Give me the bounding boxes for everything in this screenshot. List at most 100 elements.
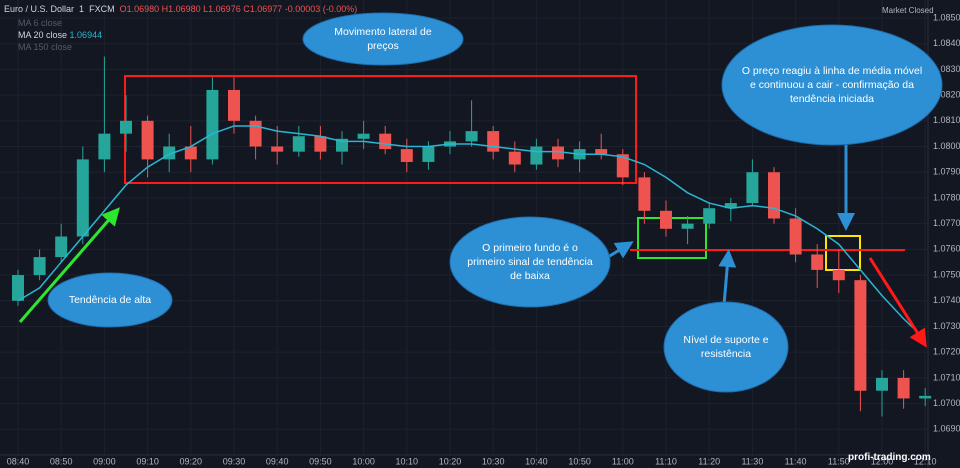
y-tick-label: 1.08400 [933,38,960,48]
candle-body [552,146,564,160]
ohlc: O1.06980 H1.06980 L1.06976 C1.06977 -0.0… [119,4,358,14]
y-tick-label: 1.07700 [933,218,960,228]
arrow [868,257,927,348]
x-tick-label: 09:20 [180,456,203,466]
x-tick-label: 09:00 [93,456,116,466]
candle-body [184,146,197,160]
y-tick-label: 1.08200 [933,89,960,99]
candle-body [724,203,737,209]
y-tick-label: 1.08300 [933,64,960,74]
callout-text: Movimento lateral de preços [334,25,432,52]
candle-body [876,377,888,391]
candle-body [271,146,284,152]
y-tick-label: 1.07300 [933,321,960,331]
callout-cloud [449,216,611,308]
arrow [718,249,737,306]
candle-body [357,133,370,139]
source: FXCM [89,4,115,14]
indicator: MA 6 close [18,18,63,28]
callout-cloud [721,24,943,146]
market-status: Market Closed [882,6,934,15]
candle-body [55,236,68,258]
candle-body [379,133,392,150]
candle-body [746,172,759,204]
callout: Nível de suporte e resistência [683,333,769,360]
candle-body [789,218,802,255]
x-tick-label: 11:00 [612,456,634,466]
candle-body [249,120,262,147]
candle-body [530,146,543,165]
callout-text: Nível de suporte e resistência [683,333,769,360]
indicator-value: 1.06944 [69,30,103,40]
x-tick-label: 12:00 [871,456,894,466]
x-tick-label: 11:50 [828,456,850,466]
interval: 1 [79,4,85,14]
callout-text: Tendência de alta [68,293,152,306]
indicator: MA 150 close [18,42,73,52]
y-tick-label: 1.08500 [933,12,960,22]
candle-body [33,257,46,276]
x-tick-label: 08:40 [7,456,30,466]
candle-body [292,136,305,152]
callout-cloud [302,12,464,66]
candle-body [465,131,478,142]
callout-text: O preço reagiu à linha de média móvel e … [741,64,923,106]
candle-body [12,275,24,301]
x-tick-label: 10:50 [568,456,591,466]
candle-body [638,177,651,211]
candle-body [897,377,910,399]
y-tick-label: 1.07800 [933,192,960,202]
x-tick-label: 12:10 [914,456,937,466]
moving-average [17,125,926,340]
callout-cloud [47,272,173,328]
header: Euro / U.S. Dollar 1 FXCM O1.06980 H1.06… [4,4,357,14]
candle-body [206,89,219,160]
x-tick-label: 10:30 [482,456,505,466]
candle-body [76,159,89,237]
y-tick-label: 1.08100 [933,115,960,125]
y-tick-label: 1.07600 [933,244,960,254]
candle-body [422,146,435,162]
y-tick-label: 1.07100 [933,372,960,382]
x-tick-label: 10:00 [352,456,375,466]
x-tick-label: 09:50 [309,456,332,466]
callout: O primeiro fundo é o primeiro sinal de t… [467,241,593,283]
y-tick-label: 1.07900 [933,167,960,177]
callout: Movimento lateral de preços [334,25,432,52]
y-tick-label: 1.07200 [933,347,960,357]
candle-body [595,149,608,155]
candle-body [616,154,629,178]
x-tick-label: 09:40 [266,456,289,466]
x-tick-label: 11:10 [655,456,677,466]
x-tick-label: 08:50 [50,456,73,466]
candle-body [98,133,111,160]
callout-text: O primeiro fundo é o primeiro sinal de t… [467,241,593,283]
x-tick-label: 09:30 [223,456,246,466]
candle-body [228,89,240,121]
candle-body [141,120,154,160]
y-tick-label: 1.07500 [933,269,960,279]
x-tick-label: 11:20 [698,456,720,466]
candle-body [919,395,932,399]
callout: Tendência de alta [68,293,152,306]
indicator: MA 20 close 1.06944 [18,30,102,40]
candle-body [487,131,500,152]
candle-body [508,151,521,165]
candle-body [703,208,716,224]
y-tick-label: 1.07400 [933,295,960,305]
x-tick-label: 11:40 [785,456,807,466]
candle-body [811,254,824,270]
x-tick-label: 10:10 [396,456,419,466]
candle-body [660,210,672,229]
y-tick-label: 1.08000 [933,141,960,151]
confirm-box [825,235,861,271]
candle-body [768,172,780,219]
candle-body [854,280,867,391]
x-tick-label: 11:30 [741,456,763,466]
range-box [124,75,637,184]
indicator-name: MA 20 close [18,30,68,40]
candle-body [314,136,327,152]
